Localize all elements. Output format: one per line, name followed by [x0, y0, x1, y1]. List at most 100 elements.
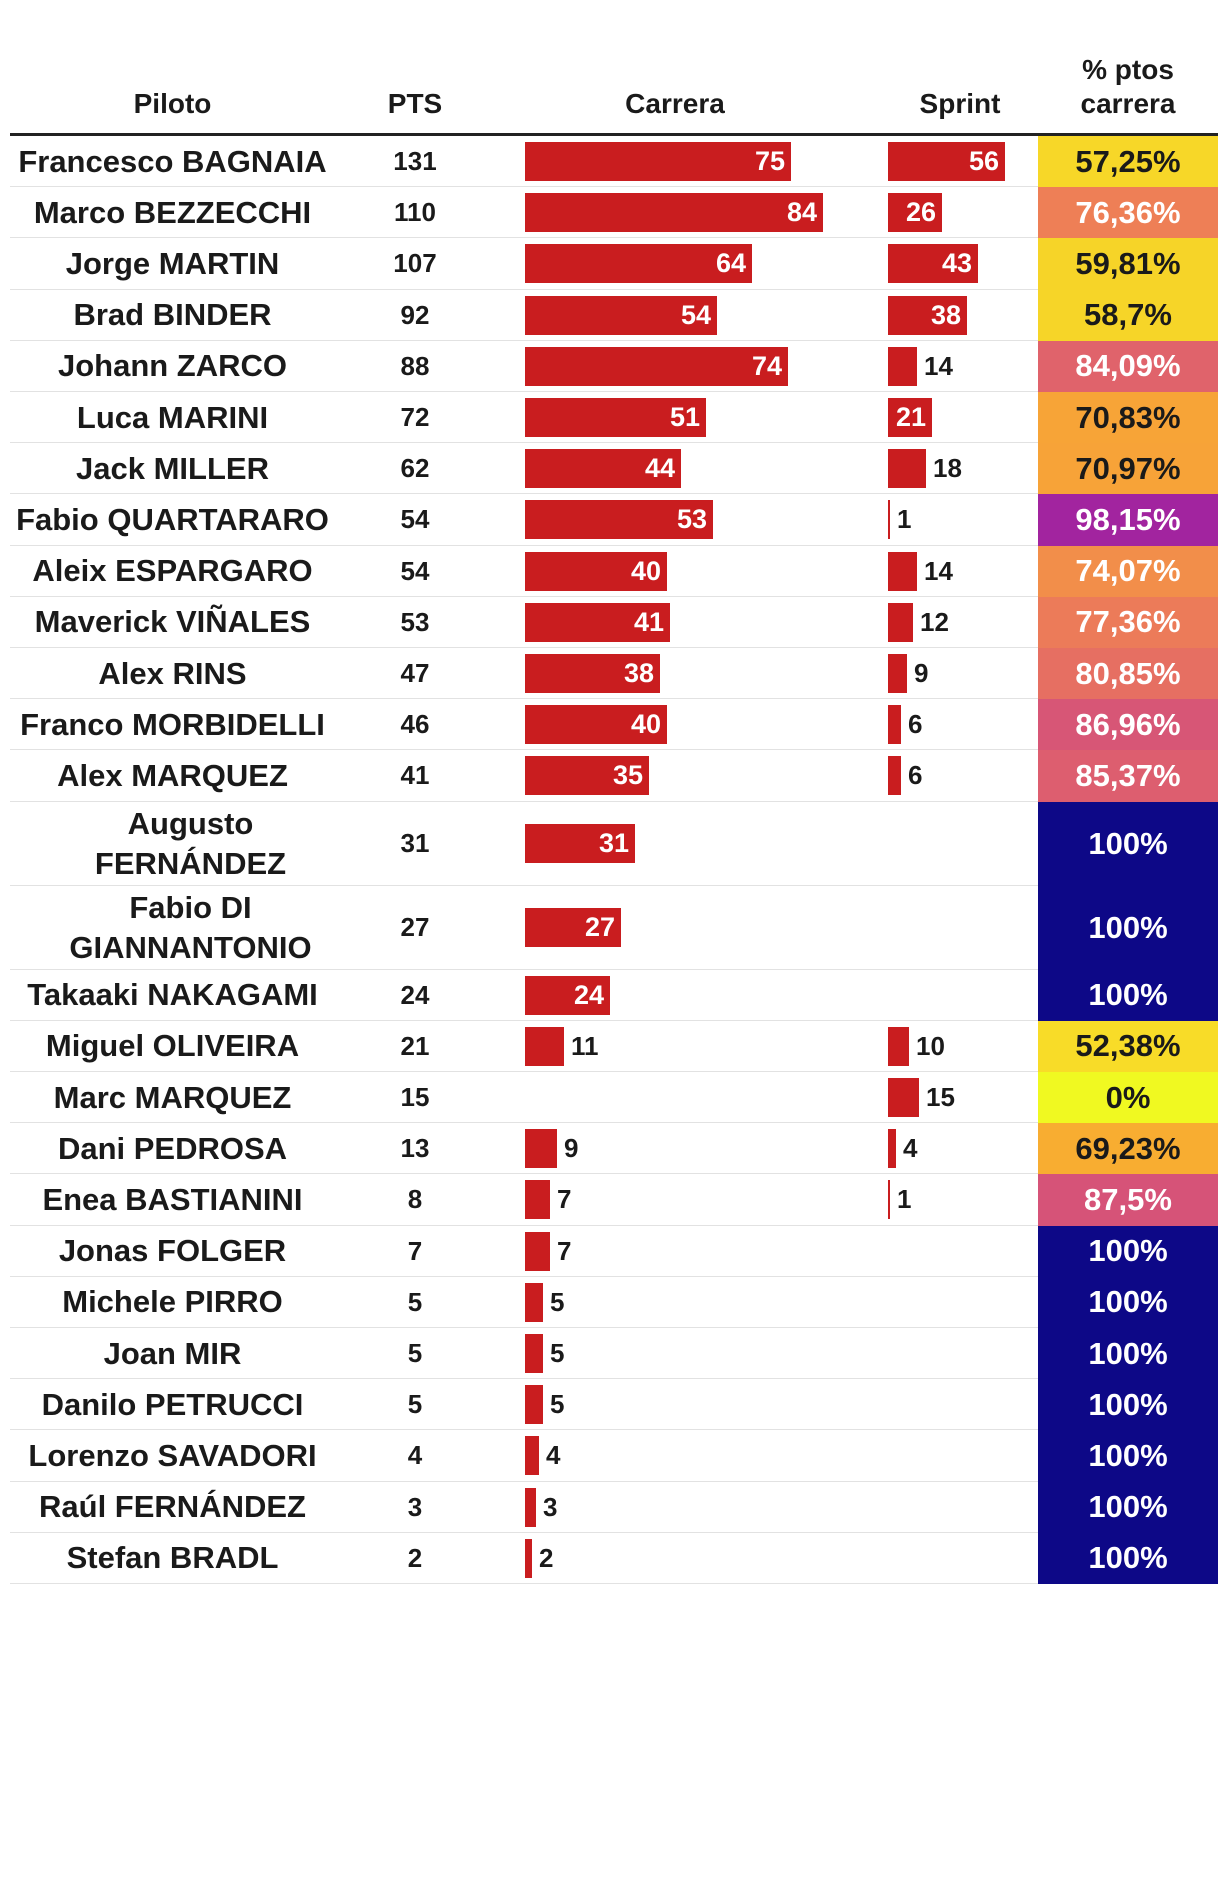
row-divider	[10, 1378, 1218, 1380]
rider-points: 110	[394, 197, 436, 228]
sprint-bar	[888, 449, 926, 489]
sprint-cell: 9	[888, 648, 1038, 699]
rider-points: 27	[400, 912, 430, 943]
race-points-pct: 0%	[1038, 1072, 1218, 1124]
rider-name: Joan MIR	[103, 1335, 242, 1371]
rider-points: 7	[407, 1235, 423, 1266]
rider-name: Raúl FERNÁNDEZ	[39, 1489, 306, 1525]
race-points-pct: 76,36%	[1038, 187, 1218, 239]
sprint-cell: 43	[888, 238, 1038, 289]
sprint-value-label: 21	[895, 402, 926, 433]
race-cell: 38	[525, 648, 855, 699]
rider-points: 131	[393, 146, 437, 177]
rider-points: 107	[393, 248, 437, 279]
sprint-value-label: 14	[924, 555, 953, 586]
race-points-pct: 100%	[1038, 969, 1218, 1021]
row-divider	[10, 339, 1218, 341]
race-bar	[525, 1538, 532, 1578]
race-cell: 53	[525, 494, 855, 545]
table-row: Enea BASTIANINI 8 7 1 87,5%	[10, 1174, 1218, 1226]
rider-points: 24	[400, 979, 430, 1010]
race-bar	[525, 1487, 536, 1527]
race-value-label: 2	[539, 1542, 554, 1573]
race-cell: 84	[525, 187, 855, 238]
rider-points: 3	[407, 1491, 423, 1522]
table-row: Dani PEDROSA 13 9 4 69,23%	[10, 1123, 1218, 1175]
sprint-bar	[888, 500, 890, 540]
sprint-value-label: 56	[968, 146, 999, 177]
sprint-value-label: 9	[914, 658, 929, 689]
rider-points: 5	[407, 1389, 423, 1420]
sprint-cell	[888, 1277, 1038, 1328]
race-points-pct: 69,23%	[1038, 1123, 1218, 1175]
race-value-label: 54	[680, 299, 711, 330]
sprint-bar	[888, 705, 901, 745]
sprint-cell: 14	[888, 341, 1038, 392]
row-divider	[10, 1173, 1218, 1175]
race-value-label: 11	[571, 1030, 599, 1061]
table-row: Lorenzo SAVADORI 4 4 100%	[10, 1430, 1218, 1482]
table-row: Maverick VIÑALES 53 41 12 77,36%	[10, 596, 1218, 648]
sprint-bar	[888, 1129, 896, 1169]
sprint-cell: 10	[888, 1021, 1038, 1072]
sprint-bar	[888, 1026, 909, 1066]
race-value-label: 41	[633, 606, 664, 637]
sprint-cell	[888, 1533, 1038, 1584]
race-bar	[525, 1282, 543, 1322]
rider-points: 54	[400, 555, 430, 586]
race-bar: 44	[525, 449, 681, 489]
race-points-pct: 100%	[1038, 1430, 1218, 1482]
race-bar: 35	[525, 756, 649, 796]
header-sprint: Sprint	[919, 88, 1001, 119]
rider-points: 54	[400, 504, 430, 535]
table-header: Piloto PTS Carrera Sprint % ptos carrera	[10, 0, 1218, 135]
row-divider	[10, 1070, 1218, 1072]
race-cell: 11	[525, 1021, 855, 1072]
race-points-pct: 100%	[1038, 1481, 1218, 1533]
race-value-label: 7	[557, 1235, 572, 1266]
race-points-pct: 74,07%	[1038, 545, 1218, 597]
race-points-pct: 100%	[1038, 1225, 1218, 1277]
race-cell: 5	[525, 1328, 855, 1379]
race-value-label: 51	[669, 402, 700, 433]
race-value-label: 5	[550, 1389, 565, 1420]
table-row: Michele PIRRO 5 5 100%	[10, 1276, 1218, 1328]
header-pts: PTS	[387, 88, 443, 119]
sprint-bar	[888, 1180, 890, 1220]
row-divider	[10, 1326, 1218, 1328]
race-bar: 54	[525, 295, 717, 335]
rider-points: 46	[400, 709, 430, 740]
rider-points: 2	[407, 1542, 423, 1573]
race-bar: 24	[525, 975, 610, 1015]
sprint-bar: 26	[888, 193, 942, 233]
sprint-bar	[888, 756, 901, 796]
sprint-cell	[888, 886, 1038, 970]
race-cell: 2	[525, 1533, 855, 1584]
sprint-cell: 14	[888, 546, 1038, 597]
sprint-value-label: 18	[933, 453, 962, 484]
row-divider	[10, 1224, 1218, 1226]
rider-points: 47	[400, 658, 430, 689]
rider-points: 4	[407, 1440, 423, 1471]
sprint-bar	[888, 551, 917, 591]
race-cell: 64	[525, 238, 855, 289]
race-points-pct: 100%	[1038, 1532, 1218, 1584]
rider-name: Stefan BRADL	[66, 1540, 279, 1576]
rider-points: 5	[407, 1338, 423, 1369]
rider-name: Brad BINDER	[73, 297, 272, 333]
sprint-bar: 38	[888, 295, 967, 335]
sprint-value-label: 12	[920, 606, 949, 637]
race-value-label: 44	[644, 453, 675, 484]
table-row: Alex RINS 47 38 9 80,85%	[10, 648, 1218, 700]
race-cell: 7	[525, 1226, 855, 1277]
header-pct-carrera: % ptos carrera	[1080, 54, 1176, 119]
race-value-label: 40	[630, 709, 661, 740]
rider-name: Dani PEDROSA	[57, 1130, 288, 1166]
table-row: Marco BEZZECCHI 110 84 26 76,36%	[10, 187, 1218, 239]
table-row: Jack MILLER 62 44 18 70,97%	[10, 443, 1218, 495]
row-divider	[10, 800, 1218, 802]
race-cell: 5	[525, 1379, 855, 1430]
sprint-value-label: 4	[903, 1133, 918, 1164]
race-points-pct: 87,5%	[1038, 1174, 1218, 1226]
rider-name: Enea BASTIANINI	[42, 1181, 303, 1217]
